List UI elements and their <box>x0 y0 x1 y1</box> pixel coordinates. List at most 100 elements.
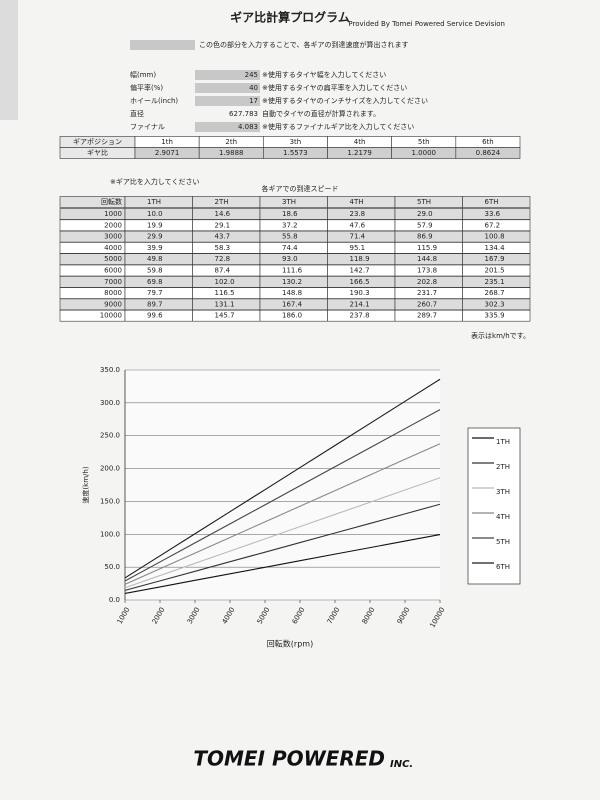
speed-cell-text: 10000 <box>100 312 122 320</box>
speed-cell-text: 87.4 <box>215 267 231 275</box>
speed-cell-text: 142.7 <box>350 267 370 275</box>
gear-cell-text: 6th <box>482 138 494 146</box>
legend-label: 3TH <box>496 488 510 496</box>
gear-note: ※ギア比を入力してください <box>110 177 199 186</box>
speed-cell-text: 335.9 <box>485 312 505 320</box>
input-label: ファイナル <box>130 123 165 131</box>
y-tick-label: 0.0 <box>109 596 120 604</box>
speed-cell <box>462 309 531 322</box>
legend-label: 4TH <box>496 513 510 521</box>
gear-cell-text: 4th <box>354 138 366 146</box>
gear-cell-text: 1th <box>161 138 173 146</box>
input-note: この色の部分を入力することで、各ギアの到達速度が算出されます <box>199 40 409 49</box>
y-tick-label: 250.0 <box>100 432 120 440</box>
speed-cell-text: 166.5 <box>350 278 370 286</box>
speed-cell-text: 47.6 <box>350 221 366 229</box>
gear-cell-text: ギヤ比 <box>87 148 108 157</box>
speed-cell-text: 71.4 <box>350 233 366 241</box>
speed-note: 表示はkm/hです。 <box>471 331 530 340</box>
speed-cell-text: 214.1 <box>350 300 370 308</box>
speed-cell-text: 2000 <box>104 221 122 229</box>
speed-cell-text: 5TH <box>417 198 431 206</box>
speed-cell-text: 148.8 <box>282 289 302 297</box>
input-field <box>195 96 260 106</box>
speed-cell-text: 33.6 <box>485 210 501 218</box>
gear-cell-text: 2th <box>225 138 237 146</box>
speed-cell-text: 235.1 <box>485 278 505 286</box>
input-value: 4.083 <box>238 123 258 131</box>
input-label: 直径 <box>130 109 144 118</box>
input-label: ホイール(inch) <box>130 97 178 105</box>
legend-box <box>467 427 521 585</box>
speed-cell <box>462 219 531 232</box>
speed-cell <box>462 242 531 254</box>
speed-cell-text: 6000 <box>104 267 122 275</box>
speed-cell-text: 237.8 <box>350 312 370 320</box>
speed-cell-text: 115.9 <box>417 244 437 252</box>
gear-cell-text: 1.9888 <box>219 149 244 157</box>
series-line <box>124 378 441 579</box>
gear-cell-text: 1.5573 <box>283 149 308 157</box>
series-line <box>124 503 441 591</box>
speed-cell-text: 43.7 <box>215 233 231 241</box>
speed-cell-text: 134.4 <box>485 244 506 252</box>
speed-cell <box>462 275 531 288</box>
speed-cell-text: 4TH <box>350 198 364 206</box>
y-tick-label: 100.0 <box>100 530 120 538</box>
speed-cell-text: 93.0 <box>282 255 298 263</box>
speed-cell-text: 74.4 <box>282 244 298 252</box>
speed-cell <box>462 208 531 220</box>
input-label: 偏平率(%) <box>130 83 163 92</box>
y-tick-label: 150.0 <box>100 497 120 505</box>
speed-cell-text: 67.2 <box>485 221 501 229</box>
input-label: 幅(mm) <box>130 70 156 79</box>
y-axis-label: 速度(km/h) <box>81 466 90 503</box>
speed-cell-text: 10.0 <box>147 210 163 218</box>
speed-cell-text: 116.5 <box>215 289 235 297</box>
speed-cell-text: 111.6 <box>282 267 303 275</box>
speed-cell-text: 79.7 <box>147 289 163 297</box>
gear-cell-text: 3th <box>290 138 302 146</box>
series-line <box>124 534 441 594</box>
input-note: ※使用するタイヤの扁平率を入力してください <box>262 83 407 92</box>
input-field <box>195 83 260 93</box>
y-tick-label: 300.0 <box>100 399 120 407</box>
gear-cell-text: 1.2179 <box>347 149 372 157</box>
input-note: 自動でタイヤの直径が計算されます。 <box>262 109 380 118</box>
input-note: ※使用するタイヤのインチサイズを入力してください <box>262 96 428 105</box>
speed-cell-text: 3TH <box>282 198 296 206</box>
speed-cell-text: 102.0 <box>215 278 235 286</box>
speed-cell-text: 144.8 <box>417 255 437 263</box>
speed-cell-text: 1000 <box>104 210 122 218</box>
title: ギア比計算プログラム <box>230 10 350 25</box>
speed-cell-text: 130.2 <box>282 278 302 286</box>
speed-cell-text: 268.7 <box>485 289 505 297</box>
series-line <box>124 477 441 589</box>
speed-cell-text: 29.0 <box>417 210 433 218</box>
speed-cell-text: 289.7 <box>417 312 437 320</box>
speed-cell-text: 14.6 <box>215 210 231 218</box>
speed-cell-text: 8000 <box>104 289 122 297</box>
speed-title: 各ギアでの到達スピード <box>262 184 339 193</box>
legend-label: 5TH <box>496 538 510 546</box>
gear-cell-text: 5th <box>418 138 430 146</box>
speed-cell-text: 190.3 <box>350 289 370 297</box>
speed-cell-text: 29.9 <box>147 233 163 241</box>
gear-cell-text: ギアポジション <box>73 138 122 146</box>
speed-cell-text: 18.6 <box>282 210 298 218</box>
input-swatch <box>130 40 195 50</box>
speed-cell-text: 69.8 <box>147 278 163 286</box>
input-value: 40 <box>249 84 258 92</box>
speed-cell-text: 167.4 <box>282 300 303 308</box>
input-value: 245 <box>245 71 258 79</box>
speed-cell-text: 1TH <box>147 198 161 206</box>
legend-label: 1TH <box>496 438 510 446</box>
speed-cell <box>462 196 531 208</box>
input-value: 17 <box>249 97 258 105</box>
y-tick-label: 350.0 <box>100 366 120 374</box>
series-line <box>124 443 441 585</box>
y-tick-label: 50.0 <box>104 563 120 571</box>
input-value: 627.783 <box>229 110 258 118</box>
speed-cell-text: 131.1 <box>215 300 235 308</box>
